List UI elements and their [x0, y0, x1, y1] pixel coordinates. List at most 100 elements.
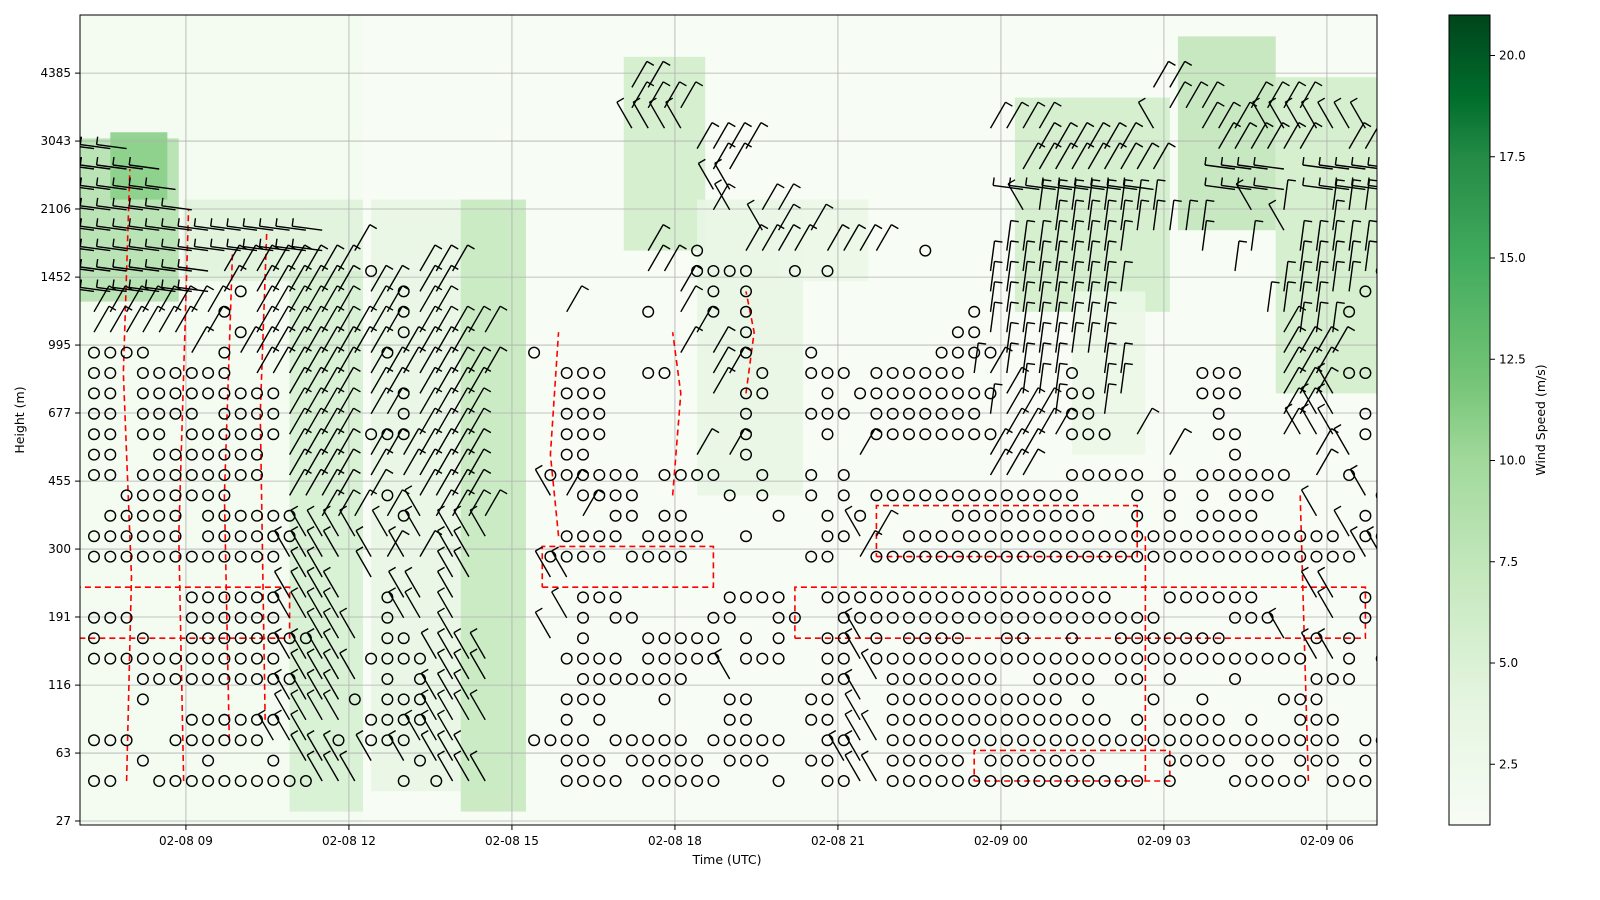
calm-marker	[593, 693, 606, 706]
calm-marker	[397, 387, 410, 400]
calm-marker	[951, 754, 964, 767]
calm-marker	[805, 469, 818, 482]
wind-barb	[1038, 387, 1062, 415]
wind-barb	[322, 668, 340, 700]
calm-marker	[1033, 693, 1046, 706]
calm-marker	[1277, 550, 1290, 563]
calm-marker	[1049, 509, 1062, 522]
wind-barb	[1055, 321, 1068, 353]
calm-marker	[104, 611, 117, 624]
calm-marker	[1033, 673, 1046, 686]
calm-marker	[1326, 713, 1339, 726]
wind-barb	[290, 525, 307, 557]
calm-marker	[870, 489, 883, 502]
calm-marker	[968, 407, 981, 420]
calm-marker	[740, 407, 753, 420]
calm-marker	[104, 387, 117, 400]
wind-barb	[273, 668, 291, 700]
wind-barb	[468, 387, 492, 415]
wind-barb	[1283, 81, 1307, 109]
calm-marker	[837, 652, 850, 665]
calm-marker	[870, 387, 883, 400]
calm-marker	[169, 734, 182, 747]
calm-marker	[153, 550, 166, 563]
calm-marker	[1277, 652, 1290, 665]
calm-marker	[1310, 550, 1323, 563]
calm-marker	[577, 693, 590, 706]
calm-marker	[1196, 550, 1209, 563]
calm-marker	[821, 652, 834, 665]
calm-marker	[658, 673, 671, 686]
calm-marker	[1114, 530, 1127, 543]
calm-marker	[951, 387, 964, 400]
calm-marker	[625, 489, 638, 502]
calm-marker	[234, 530, 247, 543]
calm-marker	[1131, 530, 1144, 543]
wind-barb	[388, 525, 405, 557]
wind-barb	[1315, 325, 1339, 353]
calm-marker	[1017, 632, 1030, 645]
dashed-contour	[80, 586, 291, 640]
calm-marker	[1114, 673, 1127, 686]
wind-barb	[1136, 199, 1150, 231]
calm-marker	[674, 550, 687, 563]
calm-marker	[886, 428, 899, 441]
calm-marker	[185, 407, 198, 420]
calm-marker	[951, 693, 964, 706]
wind-barb	[714, 179, 731, 211]
calm-marker	[267, 407, 280, 420]
wind-barb	[468, 346, 492, 374]
wind-barb	[712, 346, 736, 374]
calm-marker	[903, 407, 916, 420]
calm-marker	[674, 530, 687, 543]
calm-marker	[1000, 693, 1013, 706]
calm-marker	[1033, 713, 1046, 726]
calm-marker	[1196, 693, 1209, 706]
wind-barb	[355, 525, 372, 557]
calm-marker	[870, 632, 883, 645]
dashed-contour	[973, 749, 1171, 782]
calm-marker	[202, 673, 215, 686]
calm-marker	[365, 734, 378, 747]
calm-marker	[185, 632, 198, 645]
calm-marker	[1131, 550, 1144, 563]
wind-barb	[1008, 177, 1040, 191]
wind-barb	[339, 607, 356, 639]
wind-barb	[436, 668, 454, 700]
wind-barb	[80, 186, 95, 191]
calm-marker	[202, 775, 215, 788]
calm-marker	[1409, 551, 1420, 562]
calm-marker	[560, 550, 573, 563]
calm-marker	[1000, 611, 1013, 624]
wind-barb	[435, 305, 459, 333]
calm-marker	[1326, 734, 1339, 747]
calm-marker	[218, 530, 231, 543]
wind-barb	[257, 709, 274, 741]
calm-marker	[185, 775, 198, 788]
wind-barb	[1071, 121, 1095, 149]
wind-barb	[616, 97, 633, 129]
calm-marker	[1033, 550, 1046, 563]
wind-barb	[1103, 121, 1127, 149]
wind-barb	[1399, 547, 1414, 577]
calm-marker	[218, 407, 231, 420]
calm-marker	[332, 734, 345, 747]
wind-barb	[1253, 177, 1284, 191]
calm-marker	[903, 632, 916, 645]
wind-barb	[468, 468, 492, 496]
calm-marker	[185, 448, 198, 461]
calm-marker	[218, 346, 231, 359]
calm-marker	[185, 469, 198, 482]
calm-marker	[968, 489, 981, 502]
calm-marker	[577, 530, 590, 543]
wind-barb	[305, 244, 329, 272]
wind-barb	[1055, 362, 1068, 394]
calm-marker	[153, 407, 166, 420]
calm-marker	[185, 550, 198, 563]
calm-marker	[1082, 693, 1095, 706]
calm-marker	[984, 428, 997, 441]
calm-marker	[577, 632, 590, 645]
calm-marker	[202, 448, 215, 461]
calm-marker	[1065, 734, 1078, 747]
calm-marker	[919, 611, 932, 624]
